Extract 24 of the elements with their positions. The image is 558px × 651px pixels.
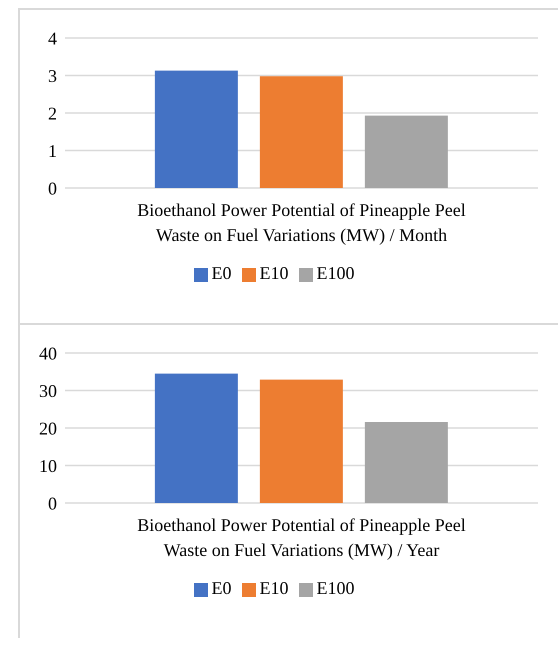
legend-label: E100 (316, 263, 354, 283)
y-tick-label: 3 (48, 66, 57, 86)
x-axis-title: Bioethanol Power Potential of Pineapple Peel Waste on Fuel Variations (MW) / Month (137, 200, 466, 245)
bar (154, 374, 238, 503)
x-axis-title: Bioethanol Power Potential of Pineapple Peel Waste on Fuel Variations (MW) / Year (137, 515, 466, 560)
bar (364, 116, 448, 188)
legend-label: E0 (212, 263, 232, 283)
y-tick-label: 20 (39, 418, 57, 438)
y-tick-label: 10 (39, 456, 57, 476)
y-tick-label: 40 (39, 343, 57, 364)
legend-label: E10 (260, 263, 288, 283)
bar (260, 380, 343, 503)
y-tick-label: 30 (39, 380, 57, 401)
bar (260, 76, 343, 188)
legend-label: E100 (316, 578, 354, 598)
y-tick-label: 4 (48, 28, 57, 48)
legend-label: E0 (212, 578, 232, 598)
bar (364, 422, 448, 503)
bar (154, 70, 238, 188)
y-tick-label: 0 (48, 493, 57, 514)
y-tick-label: 2 (48, 103, 57, 124)
y-tick-label: 0 (48, 178, 57, 198)
legend-label: E10 (260, 578, 288, 598)
y-tick-label: 1 (48, 140, 57, 161)
